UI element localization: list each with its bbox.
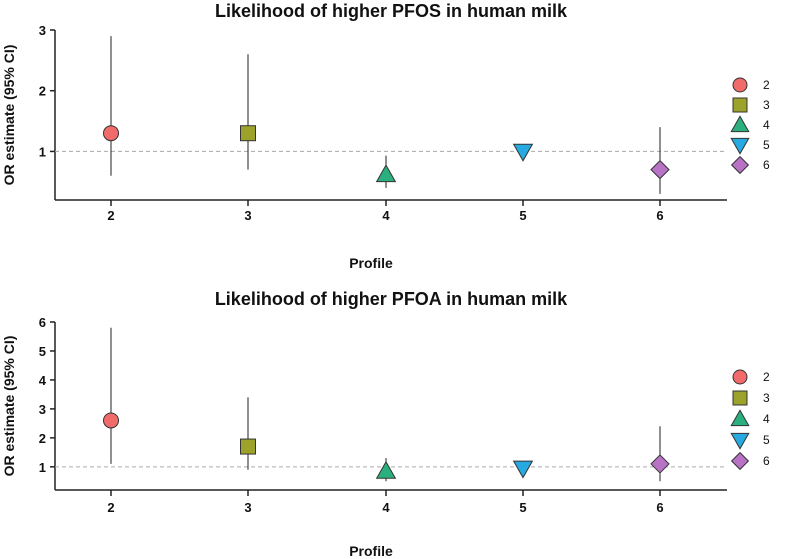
y-tick-label: 1 <box>39 460 46 475</box>
point-profile-5 <box>512 460 534 479</box>
chart-panel-2: Likelihood of higher PFOA in human milk 1… <box>1 289 770 559</box>
y-tick-label: 5 <box>39 344 46 359</box>
point-profile-6 <box>650 159 670 180</box>
y-tick-label: 4 <box>39 373 47 388</box>
x-tick-label: 2 <box>107 500 114 515</box>
chart-title: Likelihood of higher PFOA in human milk <box>215 289 568 309</box>
y-axis-label: OR estimate (95% CI) <box>1 336 17 477</box>
point-profile-2 <box>103 125 119 142</box>
point-profile-3 <box>240 125 256 142</box>
legend-marker-3 <box>732 390 748 406</box>
point-profile-5 <box>512 143 534 162</box>
legend-marker-2 <box>732 369 748 385</box>
x-tick-label: 6 <box>656 500 663 515</box>
legend-marker-5 <box>730 432 750 450</box>
point-profile-4 <box>375 460 397 479</box>
chart-title: Likelihood of higher PFOS in human milk <box>215 1 568 21</box>
y-tick-label: 6 <box>39 315 46 330</box>
x-axis-label: Profile <box>349 255 393 271</box>
legend-label: 6 <box>763 454 770 468</box>
legend-label: 6 <box>763 158 770 172</box>
legend-marker-6 <box>730 155 750 175</box>
y-axis-label: OR estimate (95% CI) <box>1 45 17 186</box>
x-tick-label: 5 <box>519 500 526 515</box>
y-tick-label: 1 <box>39 144 46 159</box>
x-tick-label: 2 <box>107 208 114 223</box>
x-axis-label: Profile <box>349 543 393 559</box>
point-profile-4 <box>375 164 397 183</box>
legend-label: 5 <box>763 138 770 152</box>
legend-label: 5 <box>763 433 770 447</box>
legend-label: 4 <box>763 118 770 132</box>
legend-label: 3 <box>763 98 770 112</box>
legend-label: 3 <box>763 391 770 405</box>
point-profile-2 <box>103 412 119 429</box>
x-tick-label: 6 <box>656 208 663 223</box>
legend-label: 2 <box>763 370 770 384</box>
y-tick-label: 3 <box>39 402 46 417</box>
legend-label: 4 <box>763 412 770 426</box>
legend-marker-3 <box>732 97 748 113</box>
x-tick-label: 4 <box>382 500 390 515</box>
legend-marker-2 <box>732 77 748 93</box>
chart-panel-1: Likelihood of higher PFOS in human milk 1… <box>1 1 770 271</box>
legend-marker-6 <box>730 451 750 471</box>
legend-marker-4 <box>730 409 750 427</box>
legend-label: 2 <box>763 78 770 92</box>
x-tick-label: 4 <box>382 208 390 223</box>
y-tick-label: 2 <box>39 84 46 99</box>
x-tick-label: 3 <box>244 500 251 515</box>
x-tick-label: 3 <box>244 208 251 223</box>
x-tick-label: 5 <box>519 208 526 223</box>
point-profile-3 <box>240 438 256 455</box>
point-profile-6 <box>650 454 670 474</box>
legend-marker-4 <box>730 115 750 133</box>
y-tick-label: 2 <box>39 431 46 446</box>
legend-marker-5 <box>730 137 750 155</box>
y-tick-label: 3 <box>39 23 46 38</box>
